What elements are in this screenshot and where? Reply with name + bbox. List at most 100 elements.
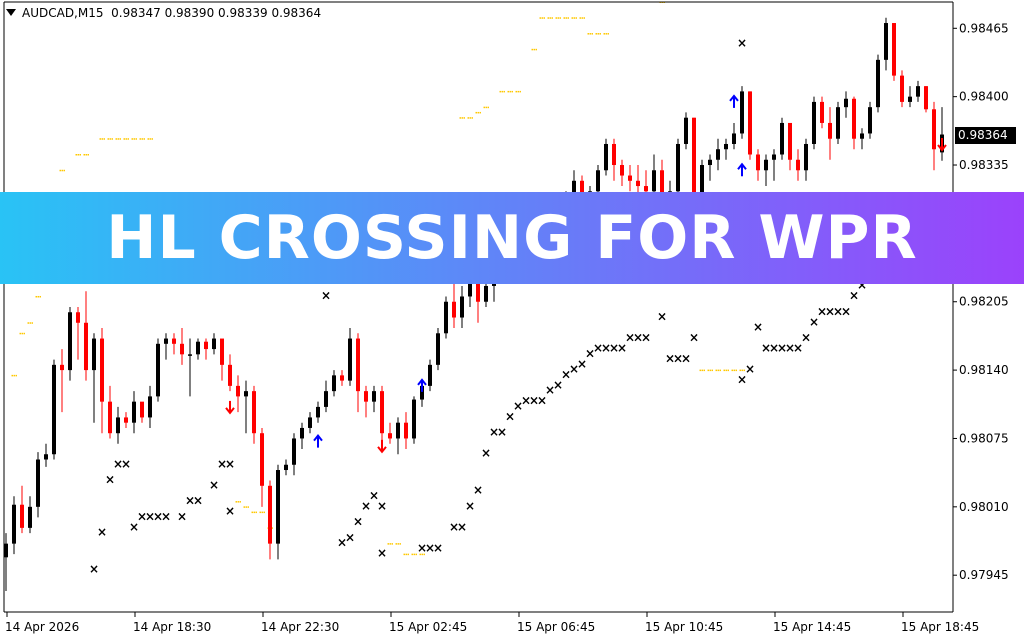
candle-body <box>860 133 864 139</box>
indicator-cross: × <box>193 494 203 508</box>
indicator-dot <box>467 117 469 119</box>
y-tick-label: 0.98335 <box>959 158 1009 172</box>
candle-body <box>612 143 616 166</box>
indicator-dot <box>463 117 465 119</box>
indicator-dot <box>509 90 511 93</box>
candle-body <box>844 98 848 108</box>
candle-body <box>100 338 104 402</box>
indicator-dot <box>543 17 545 19</box>
sell-arrow-icon <box>937 137 947 152</box>
candle-body <box>804 143 808 171</box>
candle-body <box>236 385 240 397</box>
candle-body <box>308 417 312 428</box>
candle-body <box>188 354 192 356</box>
indicator-dot <box>263 511 265 514</box>
y-tick-label: 0.98075 <box>959 431 1009 445</box>
indicator-cross: × <box>129 520 139 534</box>
indicator-dot <box>581 17 583 19</box>
candle-body <box>788 122 792 160</box>
candle-body <box>388 433 392 439</box>
indicator-dot <box>423 553 425 556</box>
triangle-down-icon[interactable] <box>6 9 16 16</box>
candle-body <box>852 98 856 139</box>
candle-body <box>412 399 416 439</box>
candle-body <box>652 170 656 192</box>
indicator-cross: × <box>353 515 363 529</box>
indicator-cross: × <box>497 425 507 439</box>
indicator-dot <box>507 90 509 93</box>
indicator-dot <box>415 553 417 556</box>
candle-body <box>884 23 888 60</box>
candle-body <box>396 422 400 439</box>
candle-body <box>692 117 696 202</box>
indicator-dot <box>717 369 719 372</box>
candle-body <box>868 107 872 134</box>
indicator-dot <box>389 543 391 545</box>
indicator-cross: × <box>89 562 99 576</box>
indicator-cross: × <box>833 304 843 318</box>
indicator-dot <box>235 501 237 503</box>
arrow-head <box>417 378 427 386</box>
buy-arrow-icon <box>729 94 739 108</box>
indicator-dot <box>399 543 401 545</box>
y-tick-label: 0.98140 <box>959 363 1009 377</box>
candle-body <box>180 343 184 355</box>
ohlc-values: 0.98347 0.98390 0.98339 0.98364 <box>111 6 322 20</box>
indicator-cross: × <box>585 346 595 360</box>
indicator-dot <box>551 17 553 19</box>
indicator-cross: × <box>761 341 771 355</box>
title-banner: HL CROSSING FOR WPR <box>0 192 1024 284</box>
indicator-cross: × <box>161 509 171 523</box>
indicator-cross: × <box>377 499 387 513</box>
indicator-dot <box>139 138 141 140</box>
indicator-dot <box>125 138 127 140</box>
indicator-dot <box>563 17 565 19</box>
indicator-dot <box>727 369 729 372</box>
indicator-dot <box>719 369 721 372</box>
indicator-cross: × <box>417 541 427 555</box>
indicator-dot <box>237 501 239 503</box>
candle-body <box>900 75 904 102</box>
candle-body <box>444 301 448 334</box>
indicator-cross: × <box>369 488 379 502</box>
indicator-dot <box>421 553 423 556</box>
indicator-cross: × <box>457 520 467 534</box>
indicator-dot <box>519 90 521 93</box>
indicator-cross: × <box>785 341 795 355</box>
indicator-dot <box>567 17 569 19</box>
sell-arrow-icon <box>377 439 387 454</box>
indicator-dot <box>587 33 589 35</box>
indicator-dot <box>391 543 393 545</box>
indicator-cross: × <box>137 509 147 523</box>
candle-body <box>604 143 608 171</box>
candle-body <box>12 504 16 544</box>
indicator-cross: × <box>569 362 579 376</box>
indicator-dot <box>579 17 581 19</box>
indicator-dot <box>475 111 477 114</box>
indicator-dot <box>731 369 733 372</box>
candle-body <box>36 459 40 507</box>
current-price-tag: 0.98364 <box>955 126 1016 144</box>
indicator-dot <box>133 138 135 140</box>
candle-body <box>252 391 256 434</box>
indicator-cross: × <box>769 341 779 355</box>
candle-body <box>164 338 168 344</box>
indicator-dot <box>147 138 149 140</box>
indicator-cross: × <box>737 373 747 387</box>
indicator-dot <box>123 138 125 140</box>
candle-body <box>220 338 224 365</box>
indicator-dot <box>499 90 501 93</box>
indicator-cross: × <box>793 341 803 355</box>
candle-body <box>116 417 120 434</box>
indicator-dot <box>135 138 137 140</box>
indicator-cross: × <box>185 494 195 508</box>
indicator-dot <box>503 90 505 93</box>
indicator-cross: × <box>609 341 619 355</box>
indicator-dot <box>461 117 463 119</box>
indicator-cross: × <box>425 541 435 555</box>
candle-body <box>364 391 368 402</box>
candle-body <box>908 96 912 102</box>
indicator-dot <box>517 90 519 93</box>
